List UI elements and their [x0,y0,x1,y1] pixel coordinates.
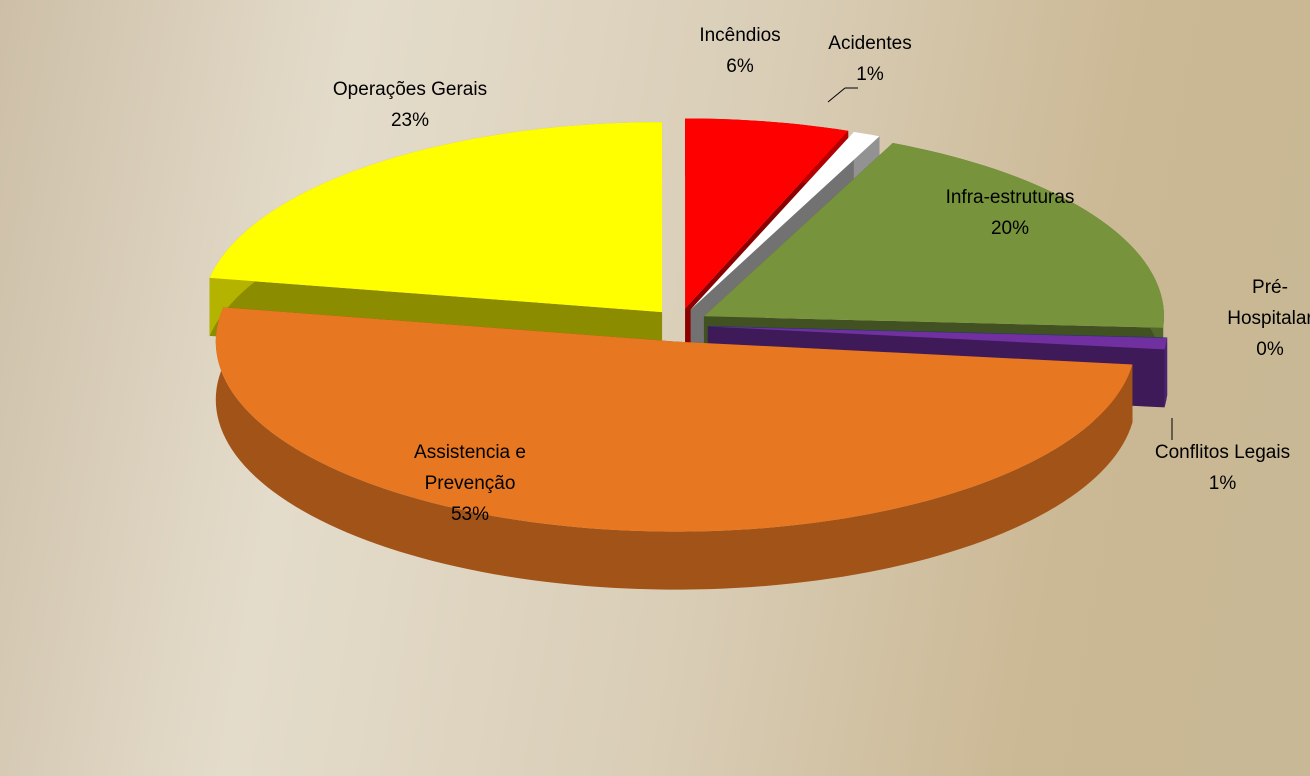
leader-line [828,88,845,102]
value-label: 23% [290,105,530,136]
category-label: Infra-estruturas [920,182,1100,213]
category-label: Conflitos Legais [1135,437,1310,468]
value-label: 20% [920,213,1100,244]
value-label: 1% [800,59,940,90]
value-label: 0% [1220,334,1310,365]
value-label: 53% [370,499,570,530]
value-label: 1% [1135,468,1310,499]
pie-canvas [0,0,1310,776]
category-label: Operações Gerais [290,74,530,105]
value-label: 6% [690,51,790,82]
chart: Incêndios6%Acidentes1%Infra-estruturas20… [0,0,1310,776]
category-label: Incêndios [690,20,790,51]
category-label: Pré-Hospitalar [1220,272,1310,334]
category-label: Acidentes [800,28,940,59]
slice-rim [1165,338,1168,407]
category-label: Assistencia e Prevenção [370,437,570,499]
